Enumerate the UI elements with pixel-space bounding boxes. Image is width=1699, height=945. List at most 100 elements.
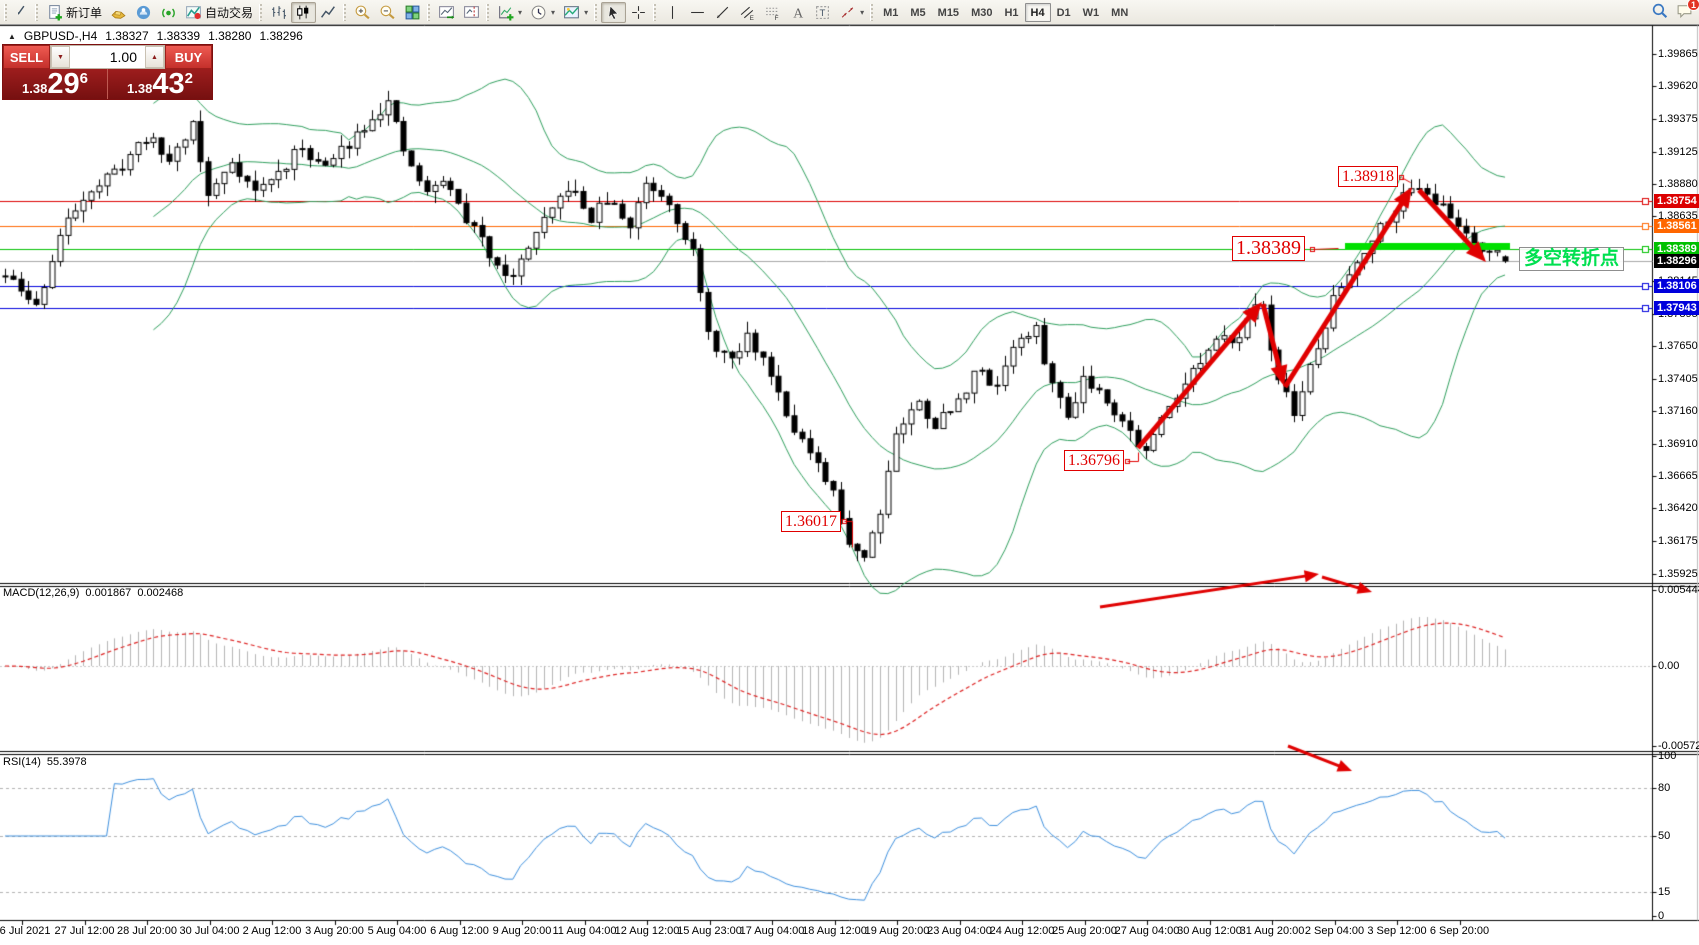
price-level-badge[interactable]: 1.38754 — [1654, 193, 1699, 208]
crosshair-icon — [630, 4, 647, 21]
dropdown-caret-icon[interactable]: ▾ — [551, 7, 556, 17]
buy-price-pip: 2 — [184, 70, 193, 87]
chat-button[interactable]: 1 — [1676, 0, 1699, 24]
rsi-axis-tick: 15 — [1658, 886, 1671, 898]
timeframe-m5-button[interactable]: M5 — [910, 6, 926, 19]
sell-price-pip: 6 — [79, 70, 88, 87]
time-axis-label: 28 Jul 20:00 — [117, 925, 177, 937]
autotrading-label: 自动交易 — [205, 5, 254, 20]
rsi-axis-tick: 0 — [1658, 910, 1665, 922]
chart-title: ▲ GBPUSD-,H4 1.38327 1.38339 1.38280 1.3… — [8, 29, 303, 43]
price-level-badge[interactable]: 1.38106 — [1654, 279, 1699, 294]
low-value: 1.38280 — [208, 29, 252, 43]
price-level-badge[interactable]: 1.38389 — [1654, 241, 1699, 256]
buy-price-prefix: 1.38 — [127, 80, 153, 96]
text-button[interactable]: A — [785, 2, 810, 23]
buy-price[interactable]: 1.38 43 2 — [107, 69, 212, 99]
chart-window-button[interactable] — [11, 2, 33, 23]
cursor-button[interactable] — [601, 1, 627, 23]
timeframe-m1-button[interactable]: M1 — [883, 6, 899, 19]
volume-value[interactable]: 1.00 — [109, 49, 137, 65]
market-watch-button[interactable] — [106, 2, 131, 23]
search-button[interactable] — [1651, 2, 1668, 24]
sell-button[interactable]: SELL — [3, 45, 50, 69]
signals-button[interactable] — [156, 2, 181, 23]
toolbar-separator — [35, 3, 38, 21]
time-axis-label: 31 Aug 20:00 — [1239, 925, 1305, 937]
rsi-name: RSI(14) — [3, 756, 41, 768]
mql5-community-button[interactable] — [131, 2, 156, 23]
buy-button[interactable]: BUY — [165, 45, 212, 69]
time-axis-label: 11 Aug 04:00 — [552, 925, 617, 937]
autotrading-button[interactable]: 自动交易 — [181, 2, 257, 23]
sell-price-prefix: 1.38 — [22, 80, 48, 96]
price-level-badge[interactable]: 1.38561 — [1654, 219, 1699, 233]
sell-price[interactable]: 1.38 29 6 — [3, 69, 107, 99]
price-note-label[interactable]: 1.36796 — [1064, 450, 1124, 471]
price-note-label[interactable]: 1.38389 — [1232, 236, 1305, 261]
textA-icon: A — [789, 4, 806, 21]
time-axis-label: 19 Aug 20:00 — [864, 925, 930, 937]
indicator-icon — [497, 4, 514, 21]
rsi-axis-tick: 80 — [1658, 782, 1671, 794]
arrowsT-icon — [839, 4, 856, 21]
macd-axis-tick: 0.00 — [1658, 660, 1680, 672]
price-note-label[interactable]: 1.36017 — [781, 511, 841, 532]
periods-button[interactable]: ▾ — [526, 2, 559, 23]
timeframe-h1-button[interactable]: H1 — [1004, 6, 1019, 19]
timeframe-mn-button[interactable]: MN — [1111, 6, 1129, 19]
price-axis-tick: 1.36175 — [1658, 534, 1698, 547]
auto-scroll-button[interactable] — [434, 2, 459, 23]
channel-icon: E — [739, 4, 756, 21]
macd-label: MACD(12,26,9) 0.001867 0.002468 — [3, 587, 183, 599]
timeframe-m30-button[interactable]: M30 — [971, 6, 993, 19]
timeframe-w1-button[interactable]: W1 — [1082, 6, 1100, 19]
tile-windows-button[interactable] — [400, 2, 425, 23]
svg-text:T: T — [820, 8, 826, 19]
toolbar-separator — [427, 3, 431, 21]
time-axis-label: 27 Jul 12:00 — [54, 925, 115, 937]
indicators-button[interactable]: ▾ — [493, 2, 526, 23]
equidistant-channel-button[interactable]: E — [735, 2, 760, 23]
zoom-in-button[interactable] — [350, 2, 375, 23]
line-chart-button[interactable] — [316, 2, 341, 23]
pivot-note-label[interactable]: 多空转折点 — [1519, 247, 1625, 271]
fibonacci-retracement-button[interactable]: F — [760, 2, 785, 23]
fibo-icon: F — [764, 4, 781, 21]
chart-shift-button[interactable] — [459, 2, 484, 23]
timeframe-m15-button[interactable]: M15 — [937, 6, 960, 19]
rsi-label: RSI(14) 55.3978 — [3, 756, 87, 768]
current-price-badge: 1.38296 — [1654, 253, 1699, 268]
arrows-button[interactable]: ▾ — [835, 2, 868, 23]
autoscroll-icon — [438, 4, 455, 21]
zoom-out-button[interactable] — [375, 2, 400, 23]
toolbar-separator — [486, 3, 490, 21]
zoomin-icon — [354, 4, 371, 21]
price-note-label[interactable]: 1.38918 — [1338, 166, 1398, 187]
timeframe-h4-button[interactable]: H4 — [1024, 2, 1051, 22]
dropdown-caret-icon[interactable]: ▾ — [518, 7, 523, 17]
timeframe-d1-button[interactable]: D1 — [1056, 6, 1071, 19]
price-level-badge[interactable]: 1.37943 — [1654, 300, 1699, 315]
rsi-value: 55.3978 — [46, 756, 87, 768]
shift-icon — [463, 4, 480, 21]
dropdown-caret-icon[interactable]: ▾ — [584, 7, 589, 17]
volume-decrease-button[interactable]: ▼ — [51, 46, 70, 68]
candlestick-chart-button[interactable] — [291, 1, 317, 23]
dropdown-caret-icon[interactable]: ▾ — [860, 7, 865, 17]
new-order-button[interactable]: 新订单 — [42, 2, 106, 23]
trendline-button[interactable] — [710, 2, 735, 23]
text-label-button[interactable]: T — [810, 2, 835, 23]
volume-increase-button[interactable]: ▲ — [145, 46, 164, 68]
bar-chart-button[interactable] — [266, 2, 291, 23]
high-value: 1.38339 — [156, 29, 201, 43]
vertical-line-button[interactable] — [660, 2, 685, 23]
templates-button[interactable]: ▾ — [559, 2, 592, 23]
horizontal-line-button[interactable] — [685, 2, 710, 23]
toolbar-separator — [870, 3, 874, 21]
toolbar-separator — [653, 3, 657, 21]
macd-main-value: 0.001867 — [85, 587, 132, 599]
crosshair-button[interactable] — [626, 2, 651, 23]
macd-signal-value: 0.002468 — [137, 587, 184, 599]
